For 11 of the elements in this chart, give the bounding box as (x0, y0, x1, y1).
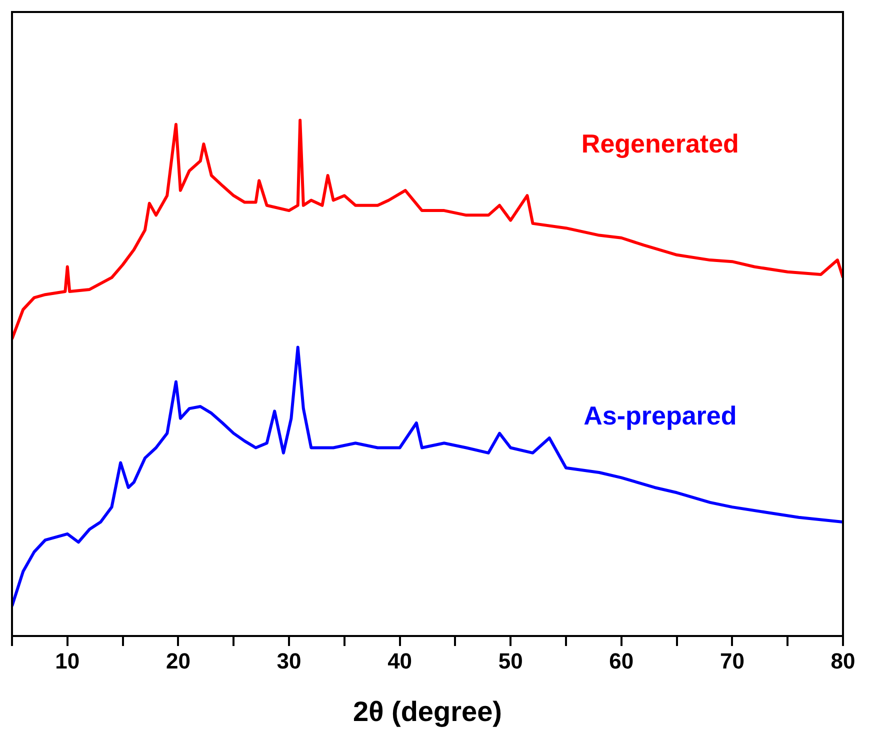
x-tick-label: 30 (276, 648, 302, 674)
x-tick-label: 70 (720, 648, 744, 674)
series-label: As-prepared (584, 400, 737, 431)
x-tick-label: 60 (609, 648, 634, 674)
x-tick-label: 10 (55, 648, 80, 674)
x-tick-label: 80 (830, 648, 856, 674)
x-tick-label: 40 (388, 648, 412, 674)
x-tick-label: 50 (498, 648, 523, 674)
x-axis-title: 2θ (degree) (353, 696, 502, 727)
x-tick-label: 20 (166, 648, 190, 674)
text: Regenerated (581, 128, 739, 158)
